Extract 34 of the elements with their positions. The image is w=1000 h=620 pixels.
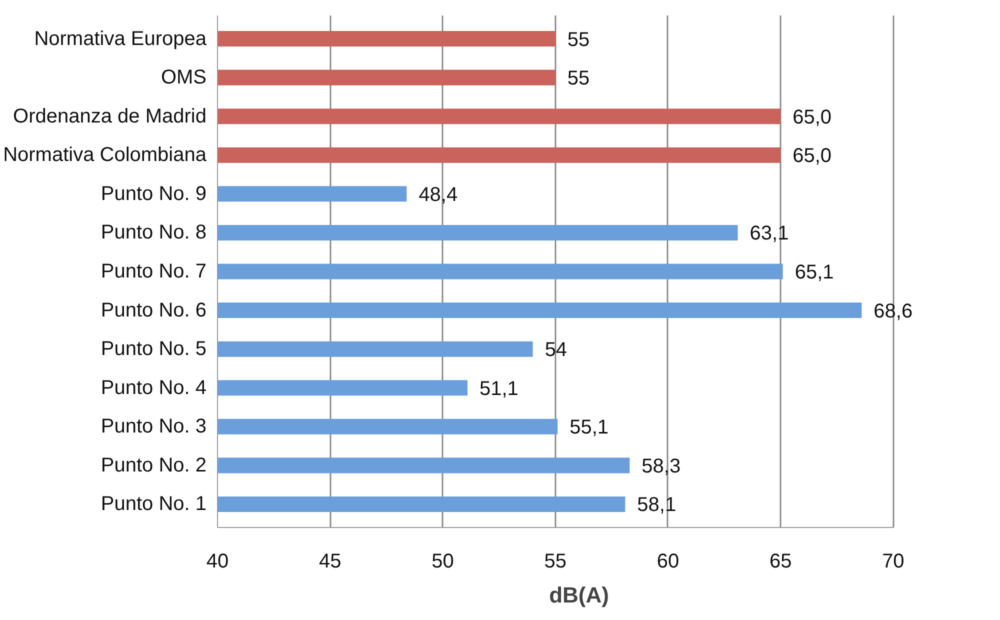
data-label: 51,1	[480, 378, 518, 400]
data-label: 68,6	[874, 300, 913, 322]
y-tick-label: Punto No. 6	[100, 299, 206, 322]
y-tick-label: Punto No. 7	[100, 260, 206, 282]
y-tick-label: Normativa Colombiana	[3, 144, 208, 166]
x-tick-label: 70	[882, 550, 904, 572]
y-tick-label: Ordenanza de Madrid	[13, 105, 207, 128]
x-tick-label: 50	[432, 550, 454, 572]
data-label: 55	[567, 68, 590, 90]
data-label: 55	[567, 28, 590, 51]
y-tick-label: Punto No. 2	[100, 454, 206, 476]
y-tick-label: Punto No. 8	[100, 222, 206, 244]
data-label: 55,1	[570, 416, 609, 439]
x-tick-label: 45	[318, 550, 342, 572]
data-label: 58,3	[642, 455, 681, 478]
y-tick-label: Normativa Europea	[34, 28, 208, 50]
y-tick-label: Punto No. 9	[100, 182, 206, 205]
data-label: 65,0	[792, 106, 832, 128]
x-tick-label: 65	[769, 550, 792, 572]
data-label: 65,1	[794, 262, 834, 284]
y-tick-label: Punto No. 5	[100, 338, 206, 360]
y-tick-label: OMS	[160, 66, 207, 89]
data-label: 63,1	[750, 222, 789, 245]
x-tick-label: 40	[206, 550, 229, 572]
data-label: 58,1	[637, 494, 676, 516]
x-axis-title: dB(A)	[549, 582, 609, 608]
y-tick-label: Punto No. 4	[100, 376, 206, 399]
x-tick-label: 55	[544, 550, 566, 572]
data-label: 54	[544, 339, 568, 362]
x-tick-label: 60	[656, 550, 680, 572]
y-tick-label: Punto No. 3	[100, 416, 206, 438]
y-tick-label: Punto No. 1	[100, 493, 206, 516]
data-label: 65,0	[792, 145, 832, 168]
data-label: 48,4	[418, 184, 458, 206]
